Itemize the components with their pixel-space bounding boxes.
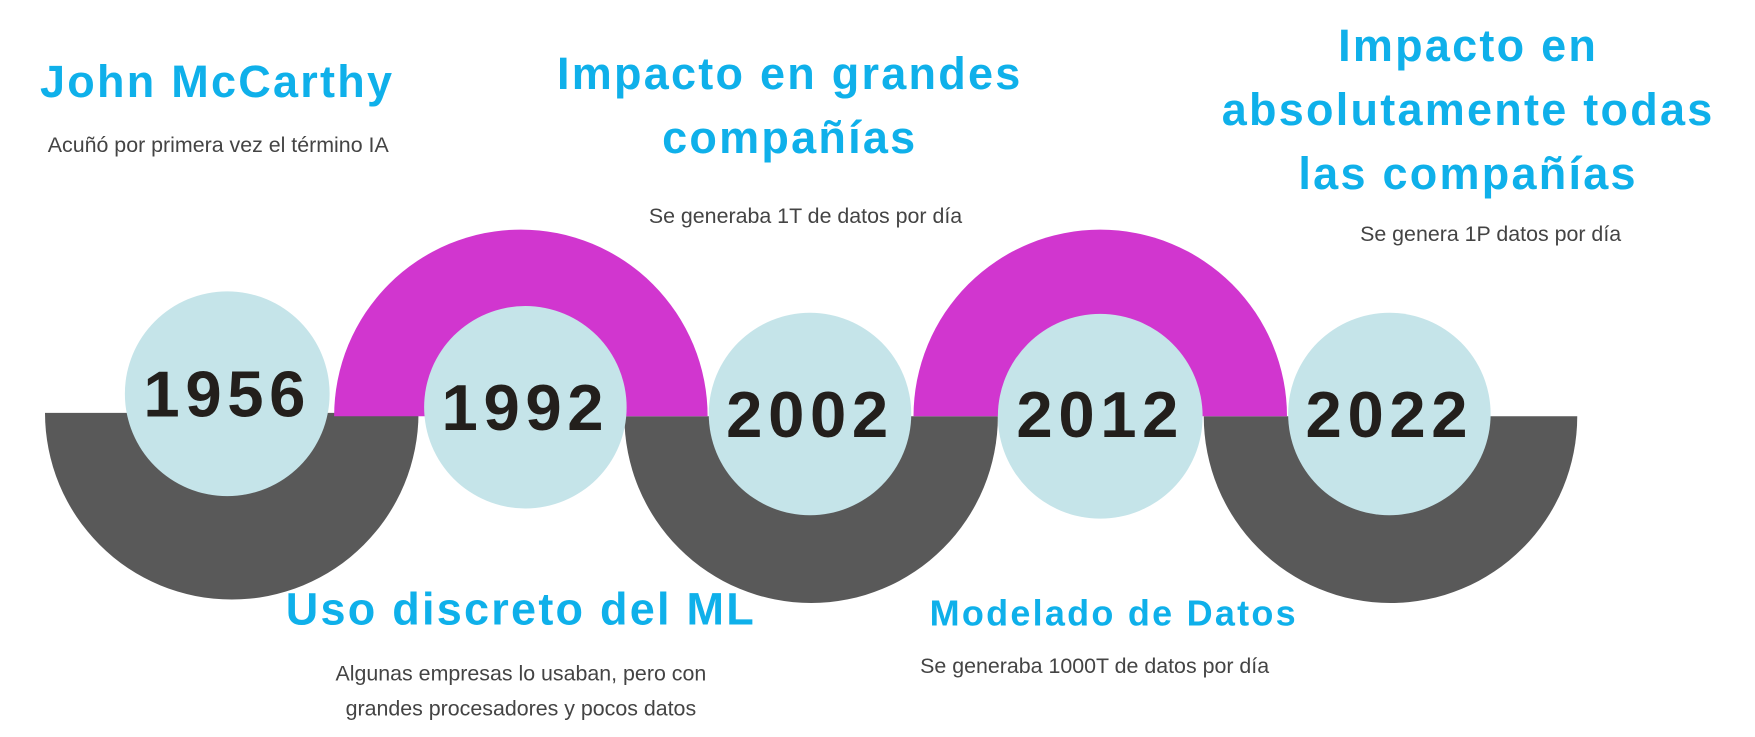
- event-description: Se generaba 1T de datos por día: [648, 204, 963, 229]
- event-description: Algunas empresas lo usaban, pero con gra…: [335, 662, 707, 722]
- year-circle: [997, 313, 1203, 519]
- year-circle: [1288, 312, 1491, 516]
- year: 2002: [726, 378, 894, 451]
- event-description: Se genera 1P datos por día: [1360, 222, 1622, 247]
- year: 1992: [442, 371, 610, 444]
- year-circle: [424, 306, 627, 509]
- event-title: Modelado de Datos: [929, 592, 1298, 634]
- event-title: Uso discreto del ML: [285, 585, 757, 635]
- event-description: Se generaba 1000T de datos por día: [920, 654, 1270, 679]
- year: 2022: [1306, 378, 1474, 451]
- event-title: Impacto en grandes compañías: [556, 49, 1023, 164]
- year-circle: [124, 291, 330, 497]
- year: 1956: [143, 358, 311, 431]
- year: 2012: [1016, 378, 1184, 451]
- gray-arc: [45, 412, 419, 600]
- event-title: John McCarthy: [39, 57, 395, 107]
- year-circle: [708, 312, 912, 516]
- event-title: Impacto en absolutamente todas las compa…: [1221, 21, 1715, 200]
- event-description: Acuñó por primera vez el término IA: [47, 133, 389, 158]
